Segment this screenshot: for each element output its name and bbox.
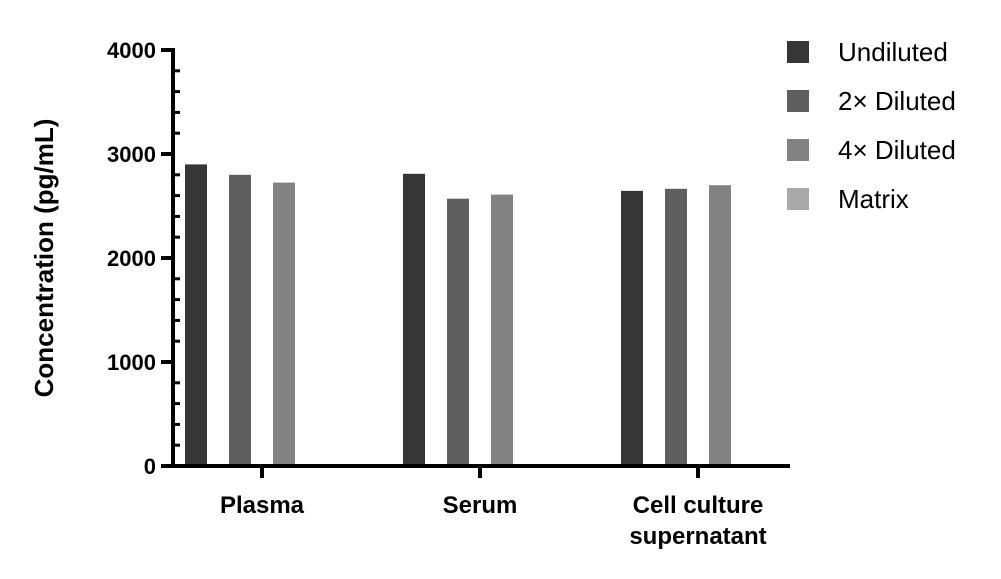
- bar-2-diluted-1: [447, 198, 469, 466]
- legend-label: 4× Diluted: [838, 135, 956, 165]
- bar-undiluted-0: [185, 164, 207, 466]
- legend-label: Matrix: [838, 184, 909, 214]
- y-tick-label: 1000: [107, 350, 156, 375]
- bar-undiluted-2: [621, 190, 643, 466]
- y-tick-label: 4000: [107, 38, 156, 63]
- legend-label: Undiluted: [838, 37, 948, 67]
- legend: Undiluted 2× Diluted 4× Diluted Matrix: [787, 37, 956, 214]
- legend-swatch: [787, 90, 809, 112]
- bar-2-diluted-0: [229, 174, 251, 467]
- bar-4-diluted-1: [491, 194, 513, 466]
- y-tick-label: 3000: [107, 142, 156, 167]
- labels-group: 0 1000 2000 3000 4000 Plasma Serum Cell culture…: [29, 38, 767, 550]
- bar-4-diluted-0: [273, 182, 295, 466]
- legend-swatch: [787, 188, 809, 210]
- bar-2-diluted-2: [665, 188, 687, 467]
- legend-swatch: [787, 41, 809, 63]
- bars-group: [185, 164, 775, 467]
- x-category-label: Cell culture supernatant: [629, 492, 766, 550]
- y-tick-label: 2000: [107, 246, 156, 271]
- y-tick-label: 0: [144, 454, 156, 479]
- bar-4-diluted-2: [709, 185, 731, 466]
- legend-label: 2× Diluted: [838, 86, 956, 116]
- bar-undiluted-1: [403, 173, 425, 467]
- axes-group: [161, 48, 790, 478]
- legend-swatch: [787, 139, 809, 161]
- x-category-label: Plasma: [220, 492, 305, 519]
- y-axis-title: Concentration (pg/mL): [29, 119, 59, 398]
- x-category-label: Serum: [443, 492, 518, 519]
